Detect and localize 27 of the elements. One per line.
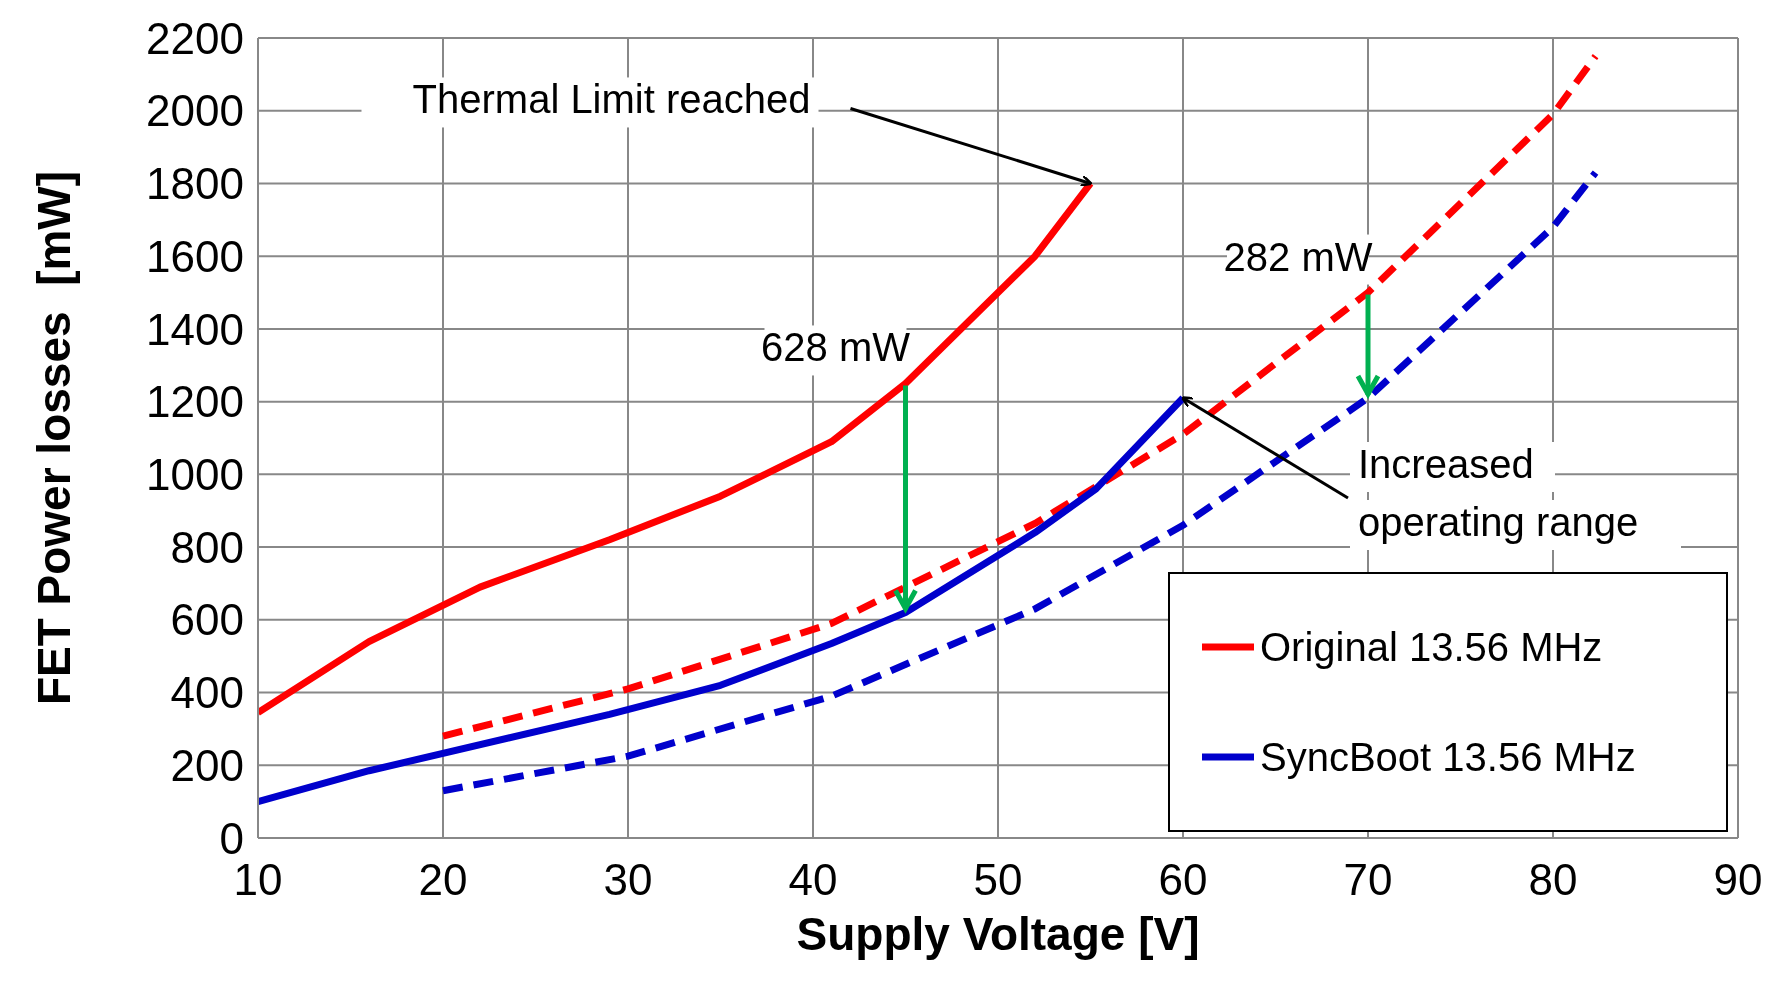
y-tick-label: 600 [170,595,244,645]
annotation: Thermal Limit reached [412,77,811,122]
y-tick-label: 1400 [146,304,244,354]
y-tick-label: 400 [170,668,244,718]
x-tick-label: 80 [1528,855,1578,905]
y-tick-label: 2200 [146,13,244,63]
x-tick-label: 40 [788,855,838,905]
y-tick-label: 1600 [146,231,244,281]
x-tick-label: 70 [1343,855,1393,905]
x-axis-title: Supply Voltage [V] [796,908,1200,960]
x-tick-label: 50 [973,855,1023,905]
legend-label: SyncBoot 13.56 MHz [1260,734,1636,780]
y-tick-label: 1000 [146,449,244,499]
annotation: 282 mW [1223,234,1373,279]
x-tick-label: 60 [1158,855,1208,905]
y-tick-label: 2000 [146,86,244,136]
y-tick-label: 200 [170,740,244,790]
y-axis-title: FET Power losses [mW] [28,170,80,706]
x-tick-label: 90 [1713,855,1763,905]
x-tick-label: 20 [418,855,468,905]
legend-label: Original 13.56 MHz [1260,624,1603,670]
y-tick-label: 800 [170,522,244,572]
annotation: Increased operating range [1358,442,1639,544]
annotation: 628 mW [761,325,911,370]
x-tick-label: 30 [603,855,653,905]
y-tick-label: 1800 [146,159,244,209]
y-tick-label: 1200 [146,377,244,427]
